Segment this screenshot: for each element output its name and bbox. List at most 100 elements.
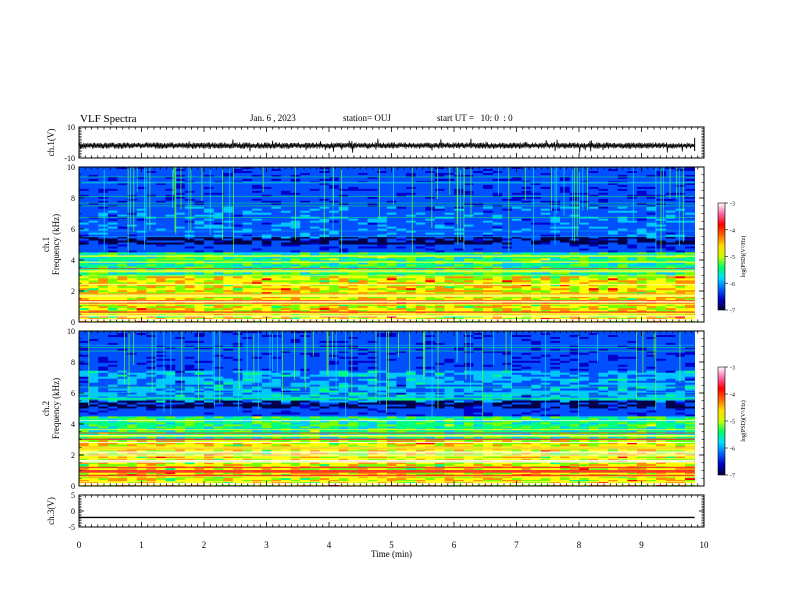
spectrogram-cell: [242, 210, 253, 214]
spectrogram-cell: [348, 236, 359, 239]
spectrogram-cell: [617, 206, 628, 210]
spectrogram-cell: [300, 169, 311, 172]
spectrogram-cell: [79, 214, 89, 218]
spectrogram-cell: [156, 188, 166, 192]
spectrogram-cell: [271, 276, 282, 279]
spectrogram-cell: [396, 186, 407, 190]
spectrogram-cell: [521, 182, 532, 186]
spectrogram-cell: [377, 276, 388, 279]
spectrogram-cell: [492, 288, 503, 291]
spectrogram-cell: [646, 194, 657, 198]
spectrogram-cell: [367, 250, 378, 253]
spectrogram-cell: [608, 232, 619, 235]
spectrogram-cell: [175, 222, 186, 225]
spectrogram-cell: [377, 232, 388, 235]
spectrogram-cell: [367, 184, 378, 188]
spectrogram-cell: [627, 222, 638, 225]
spectrogram-cell: [127, 216, 138, 220]
spectrogram-cell: [136, 196, 147, 200]
spectrogram-cell: [617, 234, 628, 237]
spectrogram-cell: [98, 174, 109, 178]
spectrogram-cell: [665, 188, 676, 192]
spectrogram-cell: [175, 212, 186, 216]
spectrogram-cell: [521, 228, 532, 231]
spectrogram-cell: [184, 252, 195, 255]
spectrogram-cell: [175, 236, 186, 239]
spectrogram-cell: [213, 206, 224, 210]
spectrogram-cell: [627, 226, 638, 229]
spectrogram-cell: [252, 276, 263, 279]
spectrogram-cell: [569, 304, 580, 307]
spectrogram-cell: [636, 246, 647, 249]
spectrogram-cell: [463, 230, 474, 233]
spectrogram-cell: [588, 190, 599, 194]
spectrogram-cell: [252, 169, 263, 172]
spectrogram-cell: [117, 260, 128, 263]
spectrogram-cell: [358, 290, 368, 293]
spectrogram-cell: [560, 196, 570, 200]
spectrogram-cell: [511, 210, 522, 214]
spectrogram-cell: [588, 286, 599, 289]
spectrogram-cell: [550, 278, 561, 281]
spectrogram-cell: [492, 174, 503, 178]
spectrogram-cell: [550, 296, 561, 299]
spectrogram-cell: [319, 276, 330, 279]
spectrogram-cell: [98, 236, 109, 239]
spectrogram-cell: [531, 202, 542, 206]
spectrogram-cell: [377, 192, 388, 196]
spectrogram-cell: [281, 288, 291, 291]
spectrogram-cell: [98, 176, 109, 180]
spectrogram-cell: [136, 242, 147, 245]
spectrogram-cell: [107, 250, 118, 253]
spectrogram-cell: [261, 220, 272, 224]
spectrogram-cell: [194, 268, 205, 271]
spectrogram-cell: [483, 252, 493, 255]
spectrogram-cell: [223, 167, 234, 170]
spectrogram-cell: [127, 194, 138, 198]
spectrogram-cell: [617, 190, 628, 194]
spectrogram-cell: [223, 266, 234, 269]
spectrogram-cell: [685, 184, 695, 188]
spectrogram-cell: [579, 238, 590, 241]
spectrogram-cell: [531, 176, 542, 180]
spectrogram-cell: [117, 226, 128, 229]
spectrogram-cell: [117, 240, 128, 243]
spectrogram-cell: [560, 176, 570, 180]
spectrogram-cell: [675, 226, 686, 229]
spectrogram-cell: [319, 262, 330, 265]
spectrogram-cell: [377, 252, 388, 255]
spectrogram-cell: [396, 262, 407, 265]
spectrogram-cell: [329, 232, 340, 235]
spectrogram-cell: [223, 228, 234, 231]
spectrogram-cell: [309, 248, 320, 251]
spectrogram-cell: [521, 224, 532, 227]
spectrogram-cell: [117, 250, 128, 253]
spectrogram-cell: [107, 232, 118, 235]
spectrogram-cell: [415, 218, 426, 222]
spectrogram-cell: [358, 171, 368, 174]
spectrogram-cell: [406, 216, 417, 220]
spectrogram-cell: [425, 202, 436, 206]
spectrogram-cell: [271, 298, 282, 301]
spectrogram-cell: [579, 230, 590, 233]
spectrogram-cell: [107, 306, 118, 309]
spectrogram-cell: [204, 276, 214, 279]
spectrogram-cell: [521, 214, 532, 218]
spectrogram-cell: [348, 238, 359, 241]
spectrogram-cell: [165, 198, 176, 202]
spectrogram-cell: [184, 228, 195, 231]
spectrogram-cell: [175, 226, 186, 229]
spectrogram-cell: [502, 288, 513, 291]
spectrogram-cell: [588, 238, 599, 241]
spectrogram-cell: [425, 276, 436, 279]
spectrogram-cell: [309, 234, 320, 237]
spectrogram-cell: [309, 214, 320, 218]
spectrogram-cell: [444, 196, 455, 200]
spectrogram-cell: [271, 190, 282, 194]
spectrogram-cell: [646, 262, 657, 265]
spectrogram-cell: [223, 202, 234, 206]
spectrogram-cell: [473, 240, 484, 243]
spectrogram-cell: [627, 250, 638, 253]
spectrogram-cell: [425, 173, 436, 176]
spectrogram-cell: [636, 264, 647, 267]
